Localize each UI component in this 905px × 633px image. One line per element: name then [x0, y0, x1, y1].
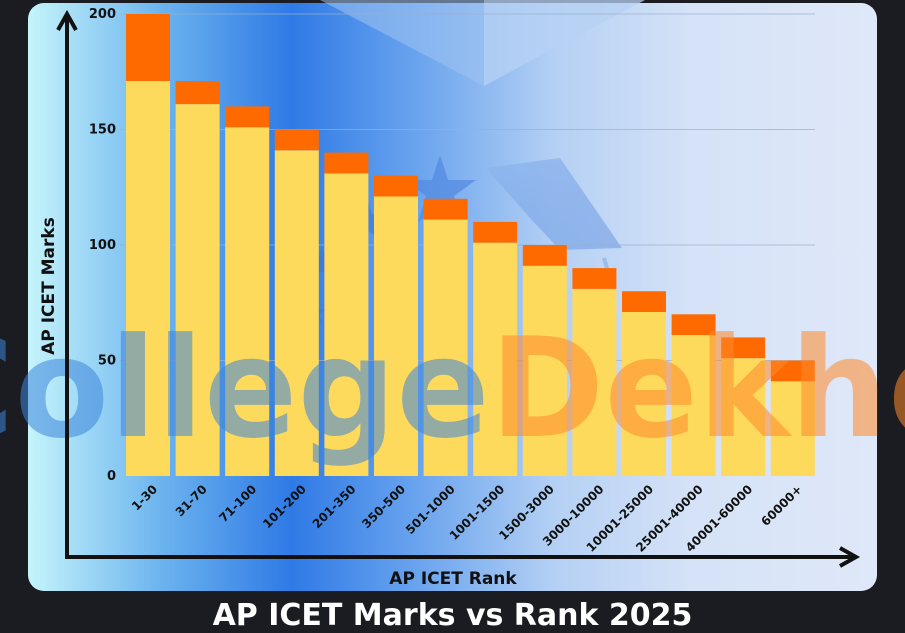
bar-segment-base: [622, 311, 666, 476]
bar-segment-base: [423, 219, 468, 476]
bar-segment-base: [522, 265, 567, 476]
bar-segment-base: [473, 242, 518, 476]
bar-segment-base: [126, 80, 170, 477]
bar-segment-base: [671, 335, 716, 476]
bar-segment-base: [175, 104, 220, 476]
bars: [126, 14, 815, 477]
x-tick-label: 1-30: [129, 482, 160, 513]
y-tick-label: 200: [89, 7, 116, 22]
top-prism-shape: [320, 0, 645, 86]
star-icon: [404, 155, 476, 222]
y-tick-label: 0: [107, 469, 116, 484]
bar-segment-base: [324, 173, 369, 476]
star-icon: [305, 247, 339, 279]
x-tick-label: 31-70: [173, 482, 210, 519]
bar-segment-top: [175, 80, 220, 105]
bar-segment-top: [770, 360, 815, 382]
x-tick-label: 101-200: [260, 482, 309, 531]
watermark-text: CollegeDekho: [0, 308, 905, 469]
x-tick-label: 60000+: [758, 482, 805, 529]
footer-title: AP ICET Marks vs Rank 2025: [212, 598, 693, 633]
watermark-college: College: [0, 308, 490, 469]
axes: [56, 9, 861, 568]
bar-segment-top: [324, 152, 369, 174]
y-tick-label: 100: [89, 238, 116, 253]
bar-segment-top: [671, 314, 716, 336]
bar-segment-top: [622, 291, 666, 312]
bar-segment-base: [572, 288, 617, 476]
x-tick-label: 71-100: [216, 482, 259, 525]
bar-segment-top: [274, 129, 319, 151]
y-tick-label: 150: [89, 123, 116, 138]
y-tick-label: 50: [98, 354, 116, 369]
bar-segment-top: [423, 198, 468, 220]
rank-marks-chart: 0 50 100 150 200 1-30 31-70 71-100 101-200 201-3…: [0, 0, 905, 589]
y-tick-labels: 0 50 100 150 200: [89, 7, 116, 484]
decorative-graphics: [302, 0, 645, 323]
bar-segment-top: [126, 14, 170, 81]
y-axis-arrow-icon: [56, 9, 78, 31]
bar-segment-top: [374, 175, 418, 197]
y-axis-label: AP ICET Marks: [39, 217, 59, 355]
bar-segment-base: [225, 127, 270, 476]
x-axis-label: AP ICET Rank: [389, 569, 517, 589]
x-tick-labels: 1-30 31-70 71-100 101-200 201-350 350-500501-…: [129, 482, 805, 554]
bar-segment-base: [274, 150, 319, 477]
x-axis-arrow-icon: [839, 546, 861, 568]
bar-segment-top: [225, 106, 270, 128]
graduation-cap-icon: [486, 158, 622, 250]
bar-segment-top: [572, 268, 617, 289]
x-tick-label: 350-500: [359, 482, 408, 531]
bar-segment-top: [473, 221, 518, 243]
x-tick-label: 201-350: [310, 482, 359, 531]
watermark-dekho: Dekho: [490, 308, 905, 469]
bar-segment-base: [770, 381, 815, 476]
bar-segment-top: [522, 245, 567, 266]
bar-segment-base: [374, 196, 418, 477]
bar-segment-top: [721, 337, 766, 359]
bar-segment-base: [721, 358, 766, 476]
